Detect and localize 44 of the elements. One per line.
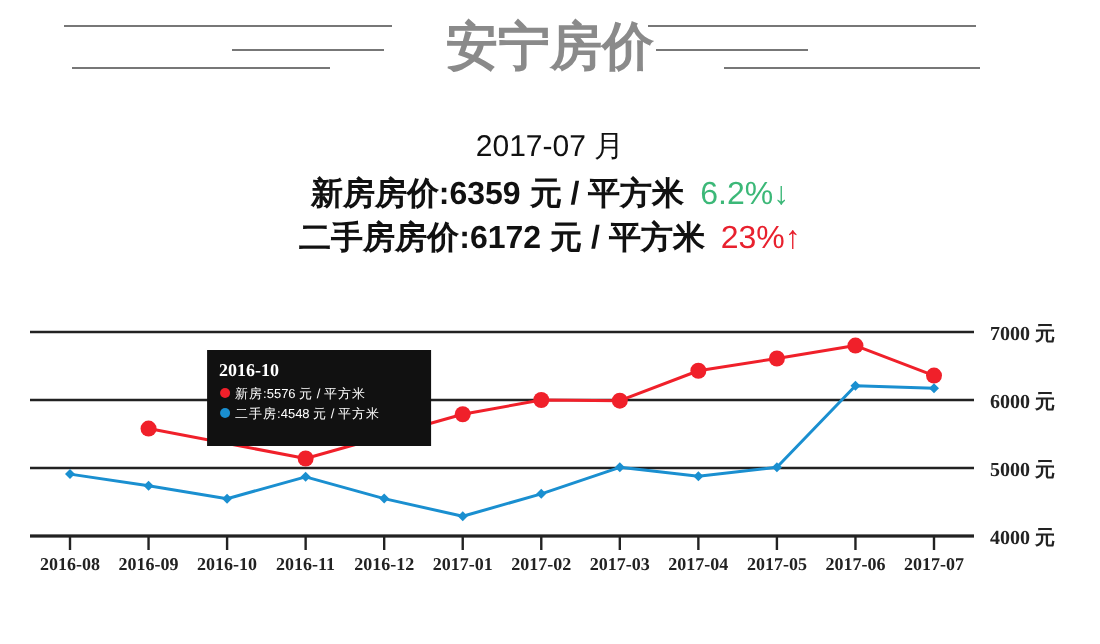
point <box>847 337 864 354</box>
y-tick-label: 7000 元 <box>990 322 1055 346</box>
chart-title: 安宁房价 <box>446 16 656 76</box>
point <box>379 493 390 504</box>
text: 23%↑ <box>720 222 801 256</box>
point <box>457 511 468 522</box>
point <box>143 480 154 491</box>
point <box>929 383 939 394</box>
point <box>533 392 550 408</box>
point <box>850 380 861 391</box>
x-tick-label: 2017-02 <box>511 554 573 574</box>
point <box>297 450 314 467</box>
point <box>300 471 311 482</box>
point <box>926 367 942 384</box>
y-tick-label: 6000 元 <box>990 390 1055 414</box>
x-tick-label: 2017-06 <box>825 554 887 574</box>
point <box>690 362 707 379</box>
point <box>454 406 471 423</box>
point <box>771 462 782 473</box>
point <box>222 493 233 504</box>
x-tick-label: 2017-03 <box>589 554 651 574</box>
point <box>614 462 625 473</box>
point <box>65 469 75 480</box>
chart-subtitle: 2017-07 月 <box>475 130 625 164</box>
annotation: 2016-10 <box>219 360 281 380</box>
point <box>768 350 785 367</box>
x-tick-label: 2017-07 <box>904 554 965 574</box>
x-tick-label: 2016-10 <box>197 554 259 574</box>
x-tick-label: 2016-09 <box>118 554 180 574</box>
text: 新房房价:6359 元 / 平方米 <box>308 174 687 212</box>
x-tick-label: 2016-11 <box>276 554 337 574</box>
x-tick-label: 2016-12 <box>354 554 416 574</box>
point <box>611 392 628 409</box>
point <box>693 471 704 482</box>
text: 6.2%↓ <box>700 178 790 212</box>
point <box>536 488 547 499</box>
x-tick-label: 2017-04 <box>668 554 730 574</box>
x-tick-label: 2016-08 <box>40 554 101 574</box>
y-tick-label: 4000 元 <box>990 526 1055 550</box>
point <box>140 420 157 437</box>
text: 二手房房价:6172 元 / 平方米 <box>299 218 707 256</box>
y-tick-label: 5000 元 <box>990 458 1055 482</box>
x-tick-label: 2017-05 <box>746 554 808 574</box>
x-tick-label: 2017-01 <box>432 554 494 574</box>
